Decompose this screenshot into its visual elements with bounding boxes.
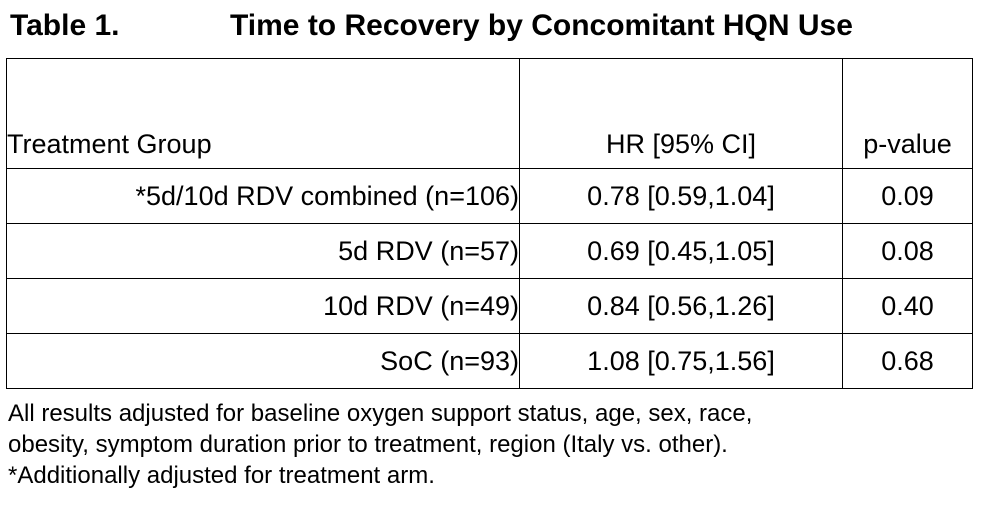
table-footnote: All results adjusted for baseline oxygen… (8, 398, 983, 491)
treatment-group-cell: *5d/10d RDV combined (n=106) (6, 168, 520, 224)
footnote-line: obesity, symptom duration prior to treat… (8, 431, 728, 458)
hazard-ratio-cell: 0.78 [0.59,1.04] (519, 168, 843, 224)
header-row: Treatment Group HR [95% CI] p-value (6, 58, 973, 169)
header-hazard-ratio: HR [95% CI] (519, 58, 843, 169)
p-value-cell: 0.08 (842, 223, 973, 279)
header-treatment-group: Treatment Group (6, 58, 520, 169)
treatment-group-cell: SoC (n=93) (6, 333, 520, 389)
table-row: 5d RDV (n=57) 0.69 [0.45,1.05] 0.08 (6, 223, 973, 279)
treatment-group-cell: 5d RDV (n=57) (6, 223, 520, 279)
hazard-ratio-cell: 0.84 [0.56,1.26] (519, 278, 843, 334)
table-row: 10d RDV (n=49) 0.84 [0.56,1.26] 0.40 (6, 278, 973, 334)
table-title-text: Time to Recovery by Concomitant HQN Use (230, 9, 853, 42)
table-number: Table 1. (10, 9, 120, 42)
p-value-cell: 0.09 (842, 168, 973, 224)
hazard-ratio-cell: 1.08 [0.75,1.56] (519, 333, 843, 389)
footnote-line: *Additionally adjusted for treatment arm… (8, 462, 435, 489)
footnote-line: All results adjusted for baseline oxygen… (8, 400, 753, 427)
header-p-value: p-value (842, 58, 973, 169)
treatment-group-cell: 10d RDV (n=49) (6, 278, 520, 334)
results-table: Treatment Group HR [95% CI] p-value *5d/… (6, 58, 973, 389)
table-row: SoC (n=93) 1.08 [0.75,1.56] 0.68 (6, 333, 973, 389)
hazard-ratio-cell: 0.69 [0.45,1.05] (519, 223, 843, 279)
table-title: Table 1. Time to Recovery by Concomitant… (10, 8, 980, 48)
p-value-cell: 0.68 (842, 333, 973, 389)
table-row: *5d/10d RDV combined (n=106) 0.78 [0.59,… (6, 168, 973, 224)
p-value-cell: 0.40 (842, 278, 973, 334)
